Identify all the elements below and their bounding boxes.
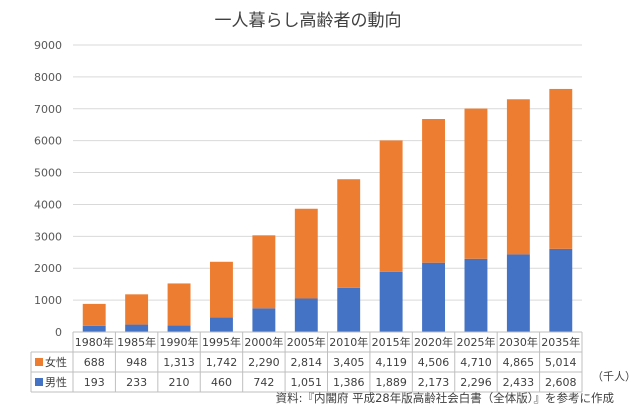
y-tick-label: 2000 [34, 262, 62, 275]
y-tick-label: 8000 [34, 71, 62, 84]
bar-female [125, 294, 149, 325]
data-label: 948 [126, 356, 147, 369]
data-label: 460 [211, 376, 232, 389]
bar-male [82, 325, 106, 332]
bar-male [464, 258, 488, 332]
data-label: 2,814 [291, 356, 323, 369]
data-label: 193 [84, 376, 105, 389]
bar-female [464, 108, 488, 259]
y-tick-label: 7000 [34, 103, 62, 116]
x-tick-label: 2030年 [499, 335, 538, 349]
y-tick-label: 5000 [34, 167, 62, 180]
unit-label: （千人） [592, 370, 636, 383]
data-label: 1,386 [333, 376, 365, 389]
y-axis: 0 1000 2000 3000 4000 5000 6000 7000 8000 9000 [34, 39, 62, 339]
y-tick-label: 9000 [34, 39, 62, 52]
bar-male [549, 248, 573, 332]
x-tick-label: 2000年 [244, 335, 283, 349]
data-label: 4,506 [418, 356, 450, 369]
bar-female [252, 235, 276, 309]
data-label: 2,173 [418, 376, 450, 389]
x-tick-label: 2025年 [456, 335, 495, 349]
data-label: 1,889 [375, 376, 407, 389]
data-label: 688 [84, 356, 105, 369]
data-label: 233 [126, 376, 147, 389]
bar-male [337, 287, 361, 332]
x-tick-label: 1980年 [75, 335, 114, 349]
data-label: 2,290 [248, 356, 280, 369]
bar-male [294, 298, 318, 332]
bar-male [422, 262, 445, 332]
bar-female [422, 119, 445, 263]
bar-male [506, 254, 530, 332]
data-label: 4,865 [503, 356, 535, 369]
legend-label: 男性 [45, 375, 67, 389]
y-tick-label: 0 [55, 326, 62, 339]
data-label: 742 [253, 376, 274, 389]
legend-label: 女性 [45, 355, 67, 369]
data-label: 1,313 [163, 356, 195, 369]
source-note: 資料:『内閣府 平成28年版高齢社会白書（全体版）』を参考に作成 [276, 391, 615, 405]
chart-title: 一人暮らし高齢者の動向 [215, 11, 402, 31]
legend-swatch [35, 358, 43, 366]
bar-female [337, 179, 361, 288]
data-label: 4,710 [460, 356, 492, 369]
x-tick-label: 2035年 [541, 335, 580, 349]
y-tick-label: 4000 [34, 198, 62, 211]
data-table: 1980年 1985年 1990年 1995年 2000年 2005年 2010年 2015年… [30, 331, 583, 393]
data-label: 2,296 [460, 376, 492, 389]
x-tick-label: 1985年 [117, 335, 156, 349]
bar-female [549, 88, 573, 249]
data-label: 3,405 [333, 356, 365, 369]
bar-male [252, 308, 276, 332]
data-label: 210 [169, 376, 190, 389]
data-label: 2,433 [503, 376, 535, 389]
bar-female [210, 261, 233, 318]
data-label: 2,608 [545, 376, 577, 389]
legend-swatch [35, 378, 43, 386]
bar-male [210, 317, 233, 332]
data-label: 1,742 [206, 356, 238, 369]
x-tick-label: 2010年 [329, 335, 368, 349]
x-tick-label: 2005年 [287, 335, 326, 349]
y-tick-label: 6000 [34, 135, 62, 148]
data-label: 4,119 [375, 356, 407, 369]
bar-female [294, 208, 318, 299]
x-tick-label: 2020年 [414, 335, 453, 349]
bar-female [82, 303, 106, 326]
y-tick-label: 3000 [34, 230, 62, 243]
x-tick-label: 1995年 [202, 335, 241, 349]
bar-male [167, 325, 191, 332]
x-tick-label: 2015年 [372, 335, 411, 349]
gridlines [73, 44, 582, 333]
data-label: 1,051 [291, 376, 323, 389]
bar-male [379, 271, 403, 332]
bar-male [125, 324, 149, 332]
y-tick-label: 1000 [34, 294, 62, 307]
bars [82, 88, 573, 332]
data-label: 5,014 [545, 356, 577, 369]
bar-female [379, 140, 403, 272]
bar-female [506, 99, 530, 255]
bar-female [167, 283, 191, 326]
x-tick-label: 1990年 [160, 335, 199, 349]
